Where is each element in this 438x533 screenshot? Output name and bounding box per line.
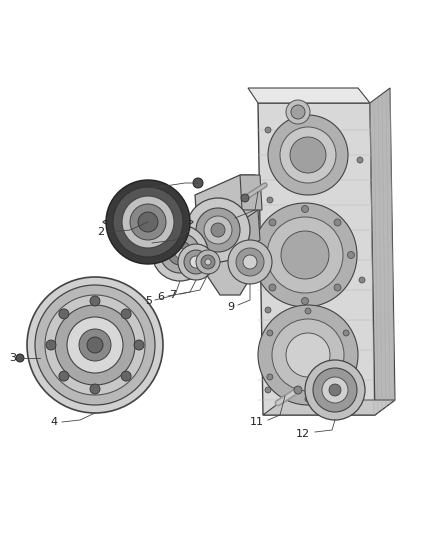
Circle shape (211, 223, 225, 237)
Circle shape (228, 240, 272, 284)
Circle shape (269, 219, 276, 226)
Circle shape (87, 337, 103, 353)
Circle shape (184, 250, 208, 274)
Circle shape (236, 248, 264, 276)
Text: 4: 4 (51, 417, 58, 427)
Circle shape (59, 371, 69, 381)
Circle shape (334, 284, 341, 291)
Circle shape (258, 305, 358, 405)
Polygon shape (370, 88, 395, 415)
Circle shape (265, 387, 271, 393)
Circle shape (178, 244, 214, 280)
Circle shape (193, 178, 203, 188)
Circle shape (272, 319, 344, 391)
Circle shape (205, 259, 211, 265)
Circle shape (359, 277, 365, 283)
Circle shape (280, 127, 336, 183)
Circle shape (55, 305, 135, 385)
Circle shape (291, 105, 305, 119)
Circle shape (286, 100, 310, 124)
Text: 11: 11 (250, 417, 264, 427)
Circle shape (267, 330, 273, 336)
Circle shape (305, 308, 311, 314)
Text: 5: 5 (145, 296, 152, 306)
Circle shape (334, 219, 341, 226)
Circle shape (79, 329, 111, 361)
Circle shape (305, 396, 311, 402)
Circle shape (122, 196, 174, 248)
Circle shape (265, 307, 271, 313)
Text: 9: 9 (227, 302, 234, 312)
Polygon shape (240, 210, 260, 252)
Circle shape (301, 206, 308, 213)
Circle shape (46, 340, 56, 350)
Circle shape (255, 252, 262, 259)
Text: 2: 2 (97, 227, 104, 237)
Polygon shape (248, 88, 370, 103)
Circle shape (343, 374, 349, 380)
Circle shape (90, 384, 100, 394)
Circle shape (286, 333, 330, 377)
Circle shape (267, 197, 273, 203)
Circle shape (204, 216, 232, 244)
Text: 3: 3 (9, 353, 16, 363)
Circle shape (267, 374, 273, 380)
Circle shape (241, 194, 249, 202)
Circle shape (16, 354, 24, 362)
Circle shape (35, 285, 155, 405)
Circle shape (343, 330, 349, 336)
Polygon shape (263, 400, 395, 415)
Circle shape (196, 250, 220, 274)
Circle shape (243, 255, 257, 269)
Circle shape (290, 137, 326, 173)
Circle shape (347, 252, 354, 259)
Circle shape (294, 386, 302, 394)
Circle shape (201, 255, 215, 269)
Circle shape (253, 203, 357, 307)
Circle shape (357, 157, 363, 163)
Circle shape (45, 295, 145, 395)
Circle shape (168, 241, 192, 265)
Polygon shape (258, 103, 375, 415)
Text: 8: 8 (141, 239, 148, 249)
Circle shape (27, 277, 163, 413)
Circle shape (305, 360, 365, 420)
Circle shape (329, 384, 341, 396)
Circle shape (160, 233, 200, 273)
Circle shape (313, 368, 357, 412)
Circle shape (175, 248, 185, 258)
Circle shape (121, 371, 131, 381)
Circle shape (268, 115, 348, 195)
Circle shape (322, 377, 348, 403)
Circle shape (152, 225, 208, 281)
Circle shape (190, 256, 202, 268)
Polygon shape (240, 175, 262, 210)
Polygon shape (318, 365, 345, 405)
Circle shape (301, 297, 308, 304)
Text: 7: 7 (169, 290, 176, 300)
Circle shape (186, 198, 250, 262)
Circle shape (281, 231, 329, 279)
Text: 10: 10 (216, 215, 230, 225)
Circle shape (59, 309, 69, 319)
Circle shape (138, 212, 158, 232)
Circle shape (113, 187, 183, 257)
Circle shape (269, 284, 276, 291)
Circle shape (67, 317, 123, 373)
Ellipse shape (103, 217, 193, 227)
Circle shape (134, 340, 144, 350)
Circle shape (90, 296, 100, 306)
Text: 6: 6 (157, 292, 164, 302)
Circle shape (106, 180, 190, 264)
Circle shape (121, 309, 131, 319)
Polygon shape (195, 175, 258, 295)
Text: 1: 1 (141, 183, 148, 193)
Circle shape (265, 127, 271, 133)
Text: 12: 12 (296, 429, 310, 439)
Circle shape (196, 208, 240, 252)
Circle shape (130, 204, 166, 240)
Circle shape (267, 217, 343, 293)
